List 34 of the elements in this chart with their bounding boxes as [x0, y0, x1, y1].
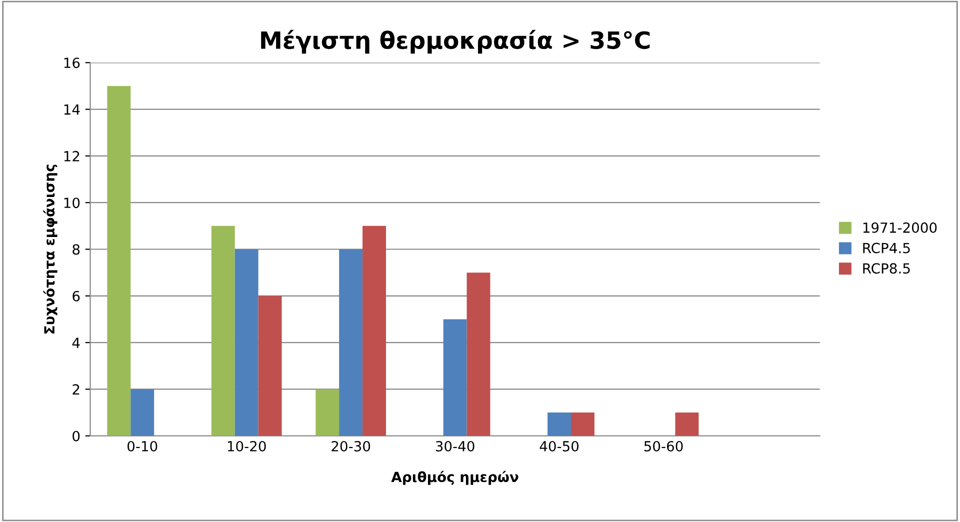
legend-label: RCP8.5	[863, 263, 910, 274]
legend-label: RCP4.5	[863, 242, 910, 254]
chart-title: Μέγιστη θερμοκρασία > 35°C	[261, 30, 650, 54]
x-tick-label: 50-60	[644, 440, 683, 452]
y-tick-label: 0	[72, 430, 80, 442]
y-tick-label: 8	[72, 244, 80, 255]
bar	[548, 412, 571, 436]
x-tick-label: 0-10	[128, 440, 158, 452]
bar	[130, 389, 154, 436]
x-axis-title: Αριθμός ημερών	[391, 470, 518, 485]
bar	[211, 226, 235, 436]
bar	[570, 412, 594, 436]
bar	[466, 272, 490, 436]
bar	[258, 296, 282, 436]
x-tick-label: 30-40	[436, 440, 474, 452]
x-tick-label: 20-30	[332, 440, 370, 452]
y-axis-title: Συχνότητα εμφάνισης	[43, 164, 58, 334]
bar	[362, 226, 386, 436]
bar	[443, 319, 467, 436]
bar	[316, 389, 340, 436]
bar	[234, 249, 258, 436]
y-tick-label: 14	[64, 104, 80, 115]
x-tick-label: 10-20	[228, 440, 266, 452]
x-tick-label: 40-50	[540, 440, 579, 452]
y-tick-label: 2	[72, 384, 80, 394]
y-tick-label: 16	[64, 58, 80, 68]
y-tick-label: 6	[72, 290, 80, 302]
y-tick-label: 12	[64, 150, 80, 162]
bar	[675, 412, 699, 436]
bar	[339, 249, 363, 436]
y-tick-label: 10	[64, 198, 80, 208]
y-tick-label: 4	[72, 338, 80, 348]
legend-label: 1971-2000	[863, 222, 937, 233]
bar	[107, 86, 131, 436]
